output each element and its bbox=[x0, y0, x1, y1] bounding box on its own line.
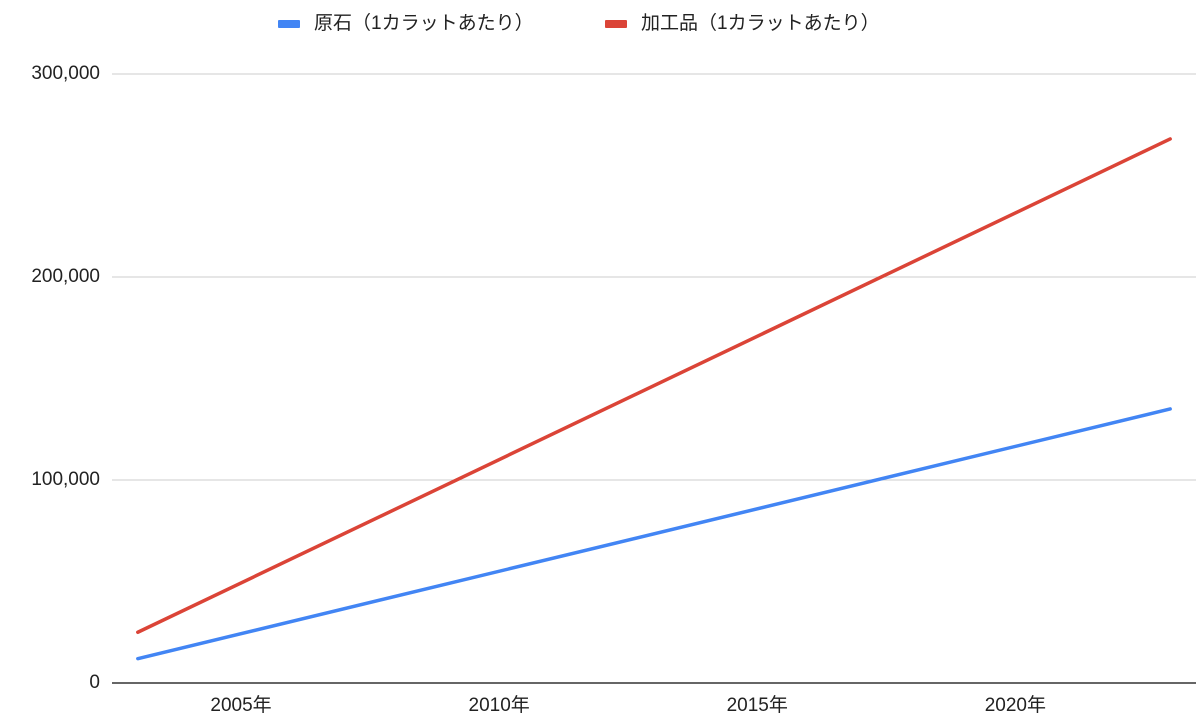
series-line bbox=[136, 407, 1172, 661]
x-tick-label: 2020年 bbox=[985, 694, 1046, 716]
y-tick-label: 200,000 bbox=[31, 266, 100, 287]
x-tick-label: 2010年 bbox=[469, 694, 530, 716]
y-tick-label: 100,000 bbox=[31, 469, 100, 490]
series-line bbox=[136, 137, 1172, 634]
y-tick-label: 300,000 bbox=[31, 63, 100, 84]
legend-swatch bbox=[605, 20, 627, 28]
legend-label: 加工品（1カラットあたり） bbox=[641, 12, 880, 34]
y-tick-label: 0 bbox=[89, 672, 100, 693]
x-tick-label: 2005年 bbox=[210, 694, 271, 716]
legend-swatch bbox=[278, 20, 300, 28]
legend-label: 原石（1カラットあたり） bbox=[314, 12, 534, 34]
x-tick-label: 2015年 bbox=[727, 694, 788, 716]
